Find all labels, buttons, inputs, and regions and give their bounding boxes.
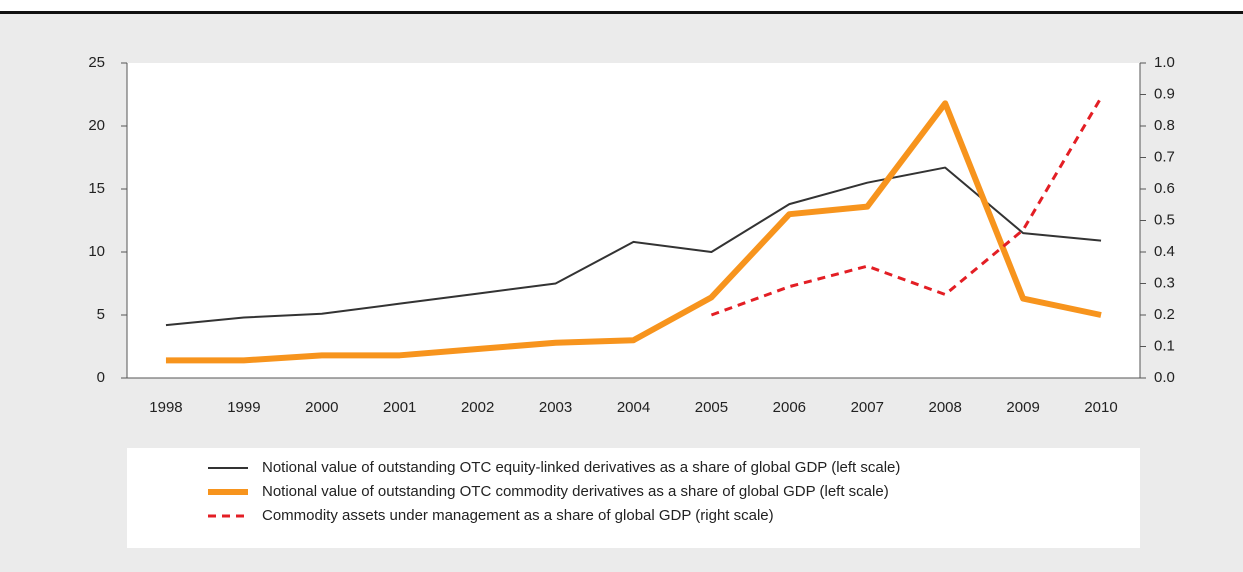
y2-tick-label: 0.0	[1154, 369, 1175, 386]
y-tick-label: 10	[88, 243, 105, 260]
y2-tick-label: 0.3	[1154, 274, 1175, 291]
legend-label: Notional value of outstanding OTC equity…	[262, 459, 900, 476]
series-line	[165, 166, 1102, 327]
y2-tick-label: 0.1	[1154, 337, 1175, 354]
plot-area	[127, 63, 1140, 378]
x-tick-label: 2004	[617, 399, 650, 416]
x-tick-label: 2002	[461, 399, 494, 416]
legend-label: Notional value of outstanding OTC commod…	[262, 483, 889, 500]
x-tick-label: 2006	[773, 399, 806, 416]
y-tick-label: 20	[88, 117, 105, 134]
x-tick-label: 2010	[1084, 399, 1117, 416]
legend-box	[127, 448, 1140, 548]
y2-tick-label: 0.2	[1154, 306, 1175, 323]
y-tick-label: 25	[88, 54, 105, 71]
series-line	[165, 100, 1102, 364]
x-tick-label: 2001	[383, 399, 416, 416]
y2-tick-label: 0.8	[1154, 117, 1175, 134]
y2-tick-label: 1.0	[1154, 54, 1175, 71]
legend-label: Commodity assets under management as a s…	[262, 507, 774, 524]
y-tick-label: 15	[88, 180, 105, 197]
x-tick-label: 1999	[227, 399, 260, 416]
top-rule	[0, 11, 1243, 14]
y-tick-label: 5	[97, 306, 105, 323]
y2-tick-label: 0.6	[1154, 180, 1175, 197]
x-tick-label: 2005	[695, 399, 728, 416]
y2-tick-label: 0.9	[1154, 85, 1175, 102]
x-tick-label: 2000	[305, 399, 338, 416]
y2-tick-label: 0.5	[1154, 211, 1175, 228]
x-tick-label: 2008	[929, 399, 962, 416]
y2-tick-label: 0.7	[1154, 148, 1175, 165]
y2-tick-label: 0.4	[1154, 243, 1175, 260]
x-tick-label: 2009	[1006, 399, 1039, 416]
y-tick-label: 0	[97, 369, 105, 386]
x-tick-label: 2007	[851, 399, 884, 416]
x-tick-label: 1998	[149, 399, 182, 416]
x-tick-label: 2003	[539, 399, 572, 416]
